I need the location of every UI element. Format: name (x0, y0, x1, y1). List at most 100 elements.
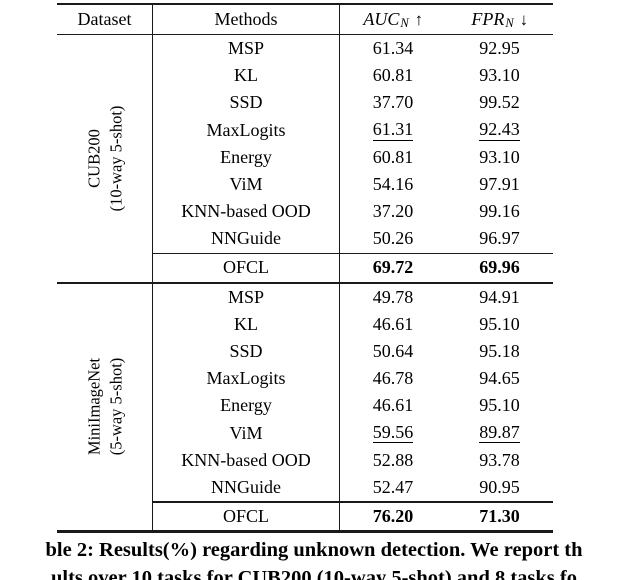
section-miniimagenet: MiniImageNet (5-way 5-shot) MSP 49.78 94… (57, 283, 553, 531)
value-text: 50.26 (372, 228, 414, 249)
value-text: 52.88 (372, 449, 414, 470)
value-text: 94.65 (479, 368, 520, 389)
fpr-value: 93.78 (446, 447, 553, 474)
method-cell: NNGuide (152, 225, 339, 253)
value-text-underlined: 61.31 (372, 118, 414, 141)
value-text: 99.16 (479, 201, 520, 222)
value-text: 60.81 (372, 65, 414, 86)
auc-value: 50.26 (339, 225, 446, 253)
fpr-subscript: N (505, 16, 514, 30)
table-row: Energy 60.81 93.10 (152, 143, 553, 171)
value-text: 50.64 (372, 340, 414, 361)
value-text: 60.81 (372, 146, 414, 167)
auc-subscript: N (400, 16, 409, 30)
value-text: 95.10 (479, 395, 520, 416)
method-cell: KL (152, 62, 339, 90)
auc-value: 52.88 (339, 446, 446, 474)
fpr-value: 96.97 (446, 225, 553, 252)
value-text: 93.10 (479, 65, 520, 86)
value-text: 93.78 (479, 449, 520, 470)
fpr-value: 95.10 (446, 392, 553, 419)
caption-line-1: ble 2: Results(%) regarding unknown dete… (45, 539, 583, 561)
value-text: 94.91 (479, 286, 520, 307)
dataset-name: MiniImageNet (84, 358, 104, 456)
ofcl-row: OFCL 69.72 69.96 (152, 254, 553, 282)
fpr-value: 93.10 (446, 144, 553, 171)
auc-value: 46.61 (339, 310, 446, 338)
auc-value: 50.64 (339, 337, 446, 366)
auc-value: 52.47 (339, 473, 446, 501)
value-text-underlined: 92.43 (479, 118, 520, 141)
value-text-bold: 76.20 (372, 505, 414, 526)
method-cell: OFCL (152, 502, 339, 530)
up-arrow-icon: ↑ (414, 9, 424, 29)
value-text-bold: 69.96 (479, 257, 520, 278)
method-cell: SSD (152, 337, 339, 366)
auc-value: 60.81 (339, 62, 446, 90)
section-cub200: CUB200 (10-way 5-shot) MSP 61.34 92.95 K… (57, 35, 553, 282)
auc-value: 54.16 (339, 170, 446, 199)
table-row: KNN-based OOD 37.20 99.16 (152, 198, 553, 226)
method-cell: ViM (152, 170, 339, 199)
table-row: SSD 50.64 95.18 (152, 337, 553, 366)
section-divider-rule (57, 281, 553, 284)
section-rows: MSP 61.34 92.95 KL 60.81 93.10 SSD 37.70… (152, 35, 553, 282)
auc-value: 61.34 (339, 35, 446, 63)
value-text: 37.70 (372, 92, 414, 113)
value-text: 46.61 (372, 313, 414, 334)
fpr-value: 95.10 (446, 311, 553, 338)
auc-value: 49.78 (339, 283, 446, 311)
value-text: 93.10 (479, 146, 520, 167)
fpr-value: 93.10 (446, 62, 553, 89)
value-text: 54.16 (372, 174, 414, 195)
fpr-value: 92.95 (446, 35, 553, 62)
fpr-value: 89.87 (446, 419, 553, 446)
table-row: SSD 37.70 99.52 (152, 89, 553, 117)
value-text: 95.18 (479, 340, 520, 361)
fpr-label: FPR (471, 9, 505, 29)
results-table: Dataset Methods AUC N ↑ FPR N ↓ CUB200 (10-w… (57, 3, 553, 533)
auc-value: 69.72 (339, 254, 446, 282)
dataset-setting: (5-way 5-shot) (105, 357, 125, 456)
value-text-bold: 71.30 (479, 505, 520, 526)
col-header-metrics: AUC N ↑ FPR N ↓ (339, 5, 553, 34)
fpr-value: 92.43 (446, 117, 553, 144)
col-header-auc: AUC N ↑ (340, 5, 447, 34)
fpr-value: 94.65 (446, 365, 553, 392)
col-header-dataset: Dataset (77, 9, 132, 29)
fpr-value: 94.91 (446, 284, 553, 311)
caption-line-2: ults over 10 tasks for CUB200 (10-way 5-… (50, 566, 577, 580)
method-cell: Energy (152, 392, 339, 420)
table-row: KL 46.61 95.10 (152, 310, 553, 338)
method-cell: ViM (152, 419, 339, 447)
fpr-value: 99.52 (446, 89, 553, 116)
dataset-label: CUB200 (10-way 5-shot) (83, 105, 126, 211)
auc-value: 61.31 (339, 116, 446, 144)
method-cell: SSD (152, 89, 339, 117)
table-row: KL 60.81 93.10 (152, 62, 553, 90)
value-text: 46.61 (372, 395, 414, 416)
auc-label: AUC (363, 9, 400, 29)
value-text: 97.91 (479, 174, 520, 195)
method-cell: MSP (152, 283, 339, 311)
ofcl-separator-rule (152, 501, 553, 503)
auc-value: 37.70 (339, 89, 446, 117)
table-row: NNGuide 52.47 90.95 (152, 473, 553, 501)
value-text: 92.95 (479, 38, 520, 59)
auc-value: 59.56 (339, 419, 446, 447)
value-text-underlined: 89.87 (479, 421, 520, 444)
value-text: 46.78 (372, 368, 414, 389)
auc-value: 46.61 (339, 392, 446, 420)
value-text-underlined: 59.56 (372, 421, 414, 444)
value-text: 61.34 (372, 38, 414, 59)
value-text: 52.47 (372, 476, 414, 497)
fpr-value: 71.30 (446, 503, 553, 531)
method-cell: NNGuide (152, 473, 339, 501)
value-text: 90.95 (479, 476, 520, 497)
ofcl-separator-rule (152, 252, 553, 254)
auc-value: 76.20 (339, 502, 446, 530)
col-header-methods: Methods (152, 5, 339, 34)
table-row: Energy 46.61 95.10 (152, 392, 553, 420)
method-cell: KL (152, 310, 339, 338)
